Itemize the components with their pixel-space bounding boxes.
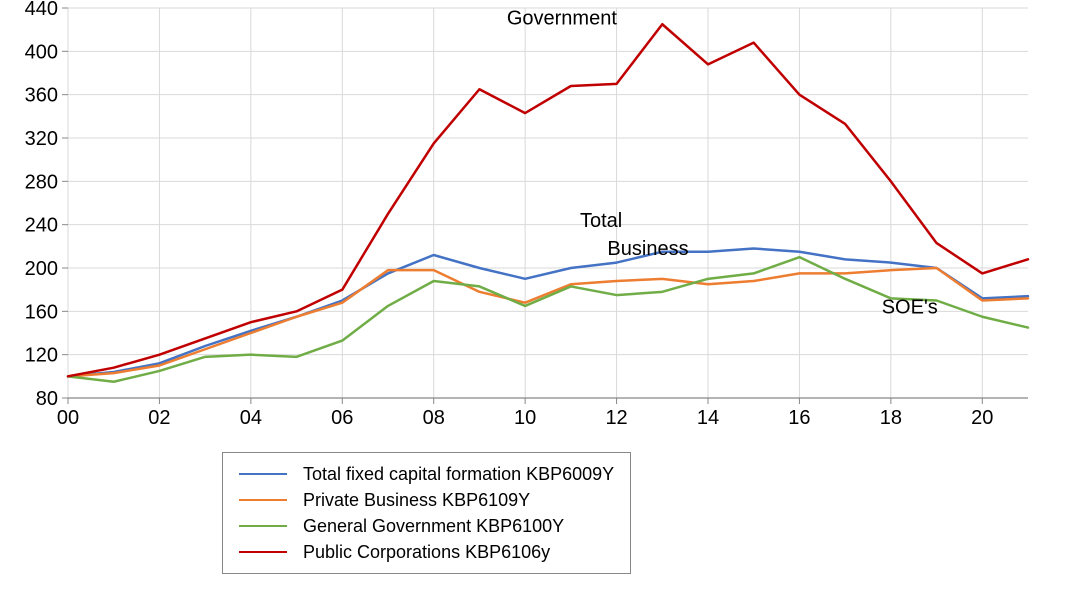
y-tick-label: 360 (25, 85, 58, 107)
legend-label: Total fixed capital formation KBP6009Y (303, 464, 614, 485)
x-tick-label: 02 (148, 407, 170, 429)
y-tick-label: 440 (25, 0, 58, 20)
y-axis-ticks: 80 120 160 200 240 280 320 360 400 440 (25, 0, 68, 410)
series-group (68, 24, 1028, 382)
x-axis-ticks: 00 02 04 06 08 10 12 14 16 18 20 (57, 398, 994, 429)
legend-swatch (239, 473, 287, 475)
series-pubcorp (68, 24, 1028, 376)
y-tick-label: 320 (25, 128, 58, 150)
government-label: Government (507, 7, 617, 29)
x-tick-label: 00 (57, 407, 79, 429)
legend-swatch (239, 551, 287, 553)
legend-item: General Government KBP6100Y (239, 513, 614, 539)
legend-swatch (239, 525, 287, 527)
legend-item: Private Business KBP6109Y (239, 487, 614, 513)
legend-label: Private Business KBP6109Y (303, 490, 530, 511)
legend-label: General Government KBP6100Y (303, 516, 564, 537)
x-tick-label: 20 (971, 407, 993, 429)
chart-container: 80 120 160 200 240 280 320 360 400 440 00 02 04 06 08 1… (0, 0, 1088, 595)
y-tick-label: 160 (25, 301, 58, 323)
x-tick-label: 12 (605, 407, 627, 429)
y-tick-label: 280 (25, 171, 58, 193)
legend-item: Public Corporations KBP6106y (239, 539, 614, 565)
grid (68, 8, 1028, 398)
y-tick-label: 80 (36, 388, 58, 410)
x-tick-label: 16 (788, 407, 810, 429)
legend: Total fixed capital formation KBP6009Y Pr… (222, 452, 631, 574)
series-private (68, 268, 1028, 376)
y-tick-label: 200 (25, 258, 58, 280)
legend-label: Public Corporations KBP6106y (303, 542, 550, 563)
y-tick-label: 120 (25, 345, 58, 367)
x-tick-label: 10 (514, 407, 536, 429)
business-label: Business (607, 238, 688, 260)
y-tick-label: 240 (25, 215, 58, 237)
total-label: Total (580, 210, 622, 232)
x-tick-label: 14 (697, 407, 719, 429)
series-gengov (68, 257, 1028, 382)
x-tick-label: 08 (423, 407, 445, 429)
y-tick-label: 400 (25, 41, 58, 63)
x-tick-label: 18 (880, 407, 902, 429)
x-tick-label: 06 (331, 407, 353, 429)
legend-swatch (239, 499, 287, 501)
soes-label: SOE's (882, 297, 938, 319)
x-tick-label: 04 (240, 407, 262, 429)
legend-item: Total fixed capital formation KBP6009Y (239, 461, 614, 487)
